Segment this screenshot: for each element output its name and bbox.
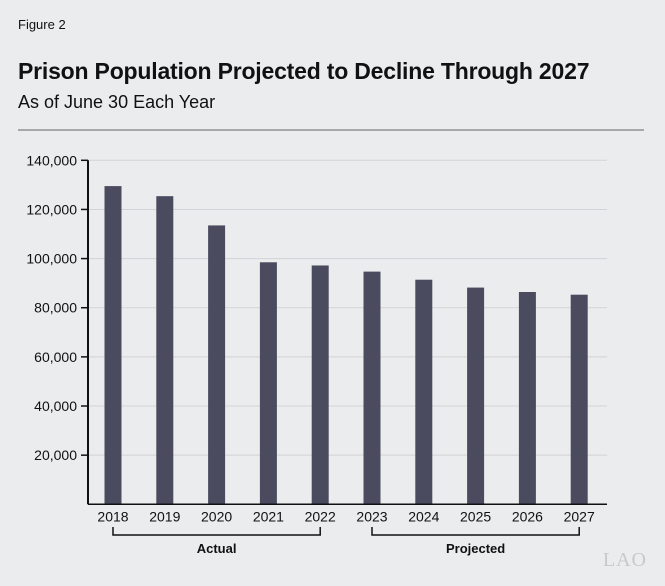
x-tick-label: 2026 (512, 508, 543, 524)
x-tick-label: 2023 (356, 508, 387, 524)
bar-2025 (467, 287, 485, 505)
y-tick-label: 120,000 (26, 201, 77, 217)
x-tick-label: 2020 (201, 508, 232, 524)
y-tick-label: 20,000 (34, 447, 77, 463)
y-tick-label: 100,000 (26, 251, 77, 267)
bar-2026 (518, 292, 536, 505)
bar-2027 (570, 294, 588, 505)
chart-title: Prison Population Projected to Decline T… (18, 58, 590, 84)
x-tick-label: 2019 (149, 508, 180, 524)
bar-2022 (311, 265, 329, 505)
bar-2021 (259, 262, 277, 505)
group-label-actual: Actual (197, 541, 237, 556)
bar-2023 (363, 271, 381, 505)
x-tick-label: 2027 (564, 508, 595, 524)
y-tick-label: 80,000 (34, 300, 77, 316)
x-tick-label: 2018 (97, 508, 128, 524)
x-tick-label: 2024 (408, 508, 439, 524)
x-tick-label: 2025 (460, 508, 491, 524)
bar-2019 (156, 196, 174, 505)
figure-label: Figure 2 (18, 17, 66, 32)
bar-2024 (415, 279, 433, 505)
bar-2020 (208, 225, 226, 505)
y-tick-label: 40,000 (34, 398, 77, 414)
group-label-projected: Projected (446, 541, 505, 556)
y-tick-label: 60,000 (34, 349, 77, 365)
bar-2018 (104, 186, 122, 505)
x-tick-label: 2021 (253, 508, 284, 524)
lao-logo: LAO (602, 549, 647, 571)
y-tick-label: 140,000 (26, 152, 77, 168)
group-bracket (112, 527, 321, 536)
header-divider (18, 129, 644, 131)
x-tick-label: 2022 (305, 508, 336, 524)
chart-subtitle: As of June 30 Each Year (18, 92, 216, 112)
group-bracket (371, 527, 580, 536)
